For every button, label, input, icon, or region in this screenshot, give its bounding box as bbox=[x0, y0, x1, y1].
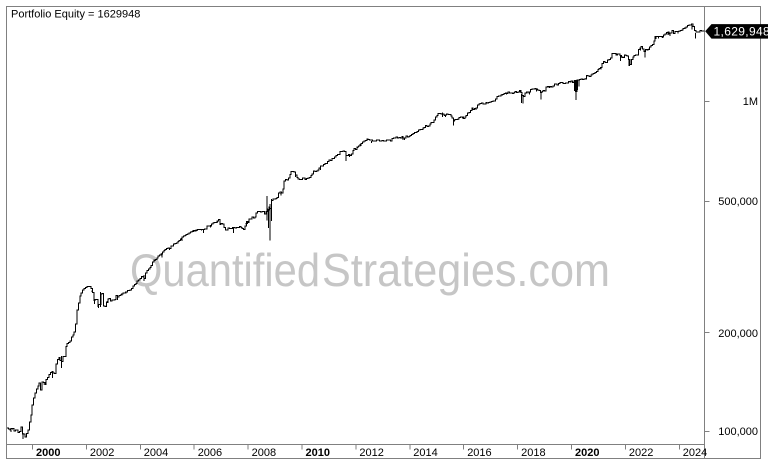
svg-text:Strategies.com: Strategies.com bbox=[322, 244, 610, 296]
svg-text:2006: 2006 bbox=[198, 447, 222, 459]
svg-text:2004: 2004 bbox=[144, 447, 168, 459]
svg-text:Quantified: Quantified bbox=[130, 244, 320, 296]
svg-text:1,629,948: 1,629,948 bbox=[714, 25, 768, 39]
svg-text:2022: 2022 bbox=[629, 447, 653, 459]
svg-text:2008: 2008 bbox=[252, 447, 276, 459]
svg-text:2000: 2000 bbox=[36, 447, 60, 459]
svg-text:500,000: 500,000 bbox=[718, 196, 758, 208]
svg-text:1M: 1M bbox=[743, 96, 758, 108]
svg-text:2020: 2020 bbox=[575, 447, 599, 459]
svg-text:2002: 2002 bbox=[90, 447, 114, 459]
svg-text:2012: 2012 bbox=[359, 447, 383, 459]
svg-text:2018: 2018 bbox=[521, 447, 545, 459]
svg-text:100,000: 100,000 bbox=[718, 426, 758, 438]
svg-text:2024: 2024 bbox=[683, 447, 707, 459]
svg-text:2014: 2014 bbox=[413, 447, 437, 459]
svg-text:2010: 2010 bbox=[306, 447, 330, 459]
svg-text:Portfolio Equity = 1629948: Portfolio Equity = 1629948 bbox=[11, 9, 140, 21]
svg-text:2016: 2016 bbox=[467, 447, 491, 459]
svg-text:200,000: 200,000 bbox=[718, 328, 758, 340]
